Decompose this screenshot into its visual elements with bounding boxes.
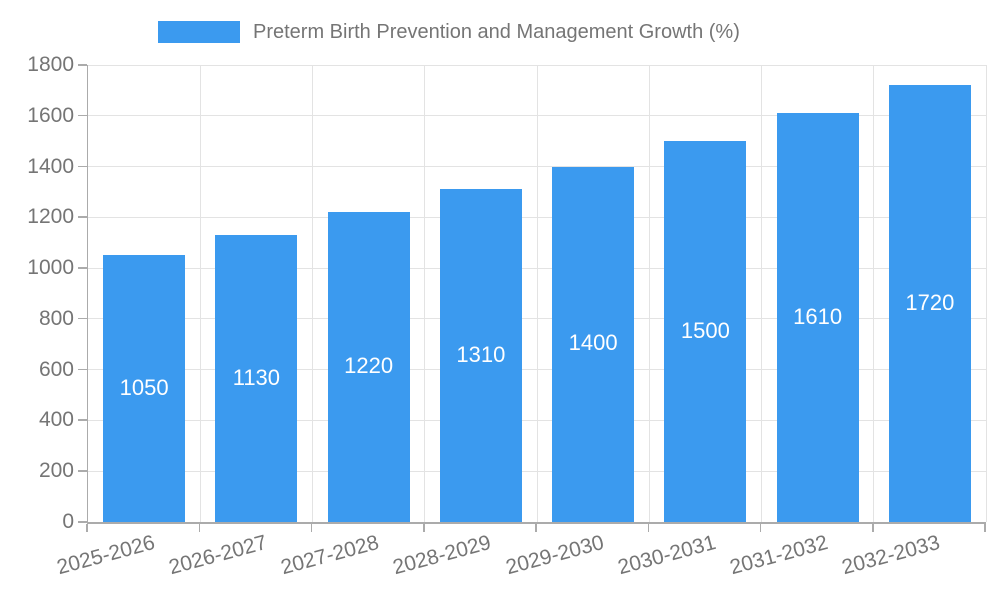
y-tick-label: 1400 bbox=[27, 154, 74, 178]
x-tick-label: 2027-2028 bbox=[278, 531, 382, 580]
x-tick-label: 2032-2033 bbox=[839, 531, 943, 580]
x-tick-label: 2029-2030 bbox=[503, 531, 607, 580]
x-axis-tick bbox=[872, 524, 874, 532]
gridline-vertical bbox=[761, 65, 762, 522]
x-axis-tick bbox=[647, 524, 649, 532]
gridline-horizontal bbox=[88, 267, 986, 269]
gridline-horizontal bbox=[88, 166, 986, 168]
gridline-horizontal bbox=[88, 64, 986, 66]
gridline-horizontal bbox=[88, 369, 986, 371]
legend-label: Preterm Birth Prevention and Management … bbox=[253, 21, 740, 43]
x-tick-label: 2030-2031 bbox=[615, 531, 719, 580]
bar bbox=[552, 166, 635, 522]
bar bbox=[215, 235, 298, 522]
y-tick-label: 1000 bbox=[27, 256, 74, 280]
gridline-vertical bbox=[312, 65, 313, 522]
y-axis-tick bbox=[78, 419, 87, 421]
gridline-horizontal bbox=[88, 318, 986, 320]
gridline-horizontal bbox=[88, 216, 986, 218]
y-tick-label: 1600 bbox=[27, 103, 74, 127]
bar bbox=[103, 255, 186, 522]
bar-value-label: 1720 bbox=[905, 289, 955, 315]
y-axis-tick bbox=[78, 470, 87, 472]
plot-area: 1050 1130 1220 1310 1400 1500 1610 1720 bbox=[87, 64, 987, 524]
y-axis-tick bbox=[78, 64, 87, 66]
y-axis-tick bbox=[78, 521, 87, 523]
y-axis-tick bbox=[78, 267, 87, 269]
gridline-vertical bbox=[424, 65, 426, 522]
y-axis-tick bbox=[78, 216, 87, 218]
bar-value-label: 1500 bbox=[680, 317, 730, 343]
x-tick-label: 2026-2027 bbox=[166, 531, 270, 580]
x-axis-tick bbox=[198, 524, 200, 532]
x-axis-tick bbox=[423, 524, 425, 532]
y-tick-label: 400 bbox=[38, 408, 74, 432]
gridline-vertical bbox=[985, 65, 987, 522]
y-axis-tick bbox=[78, 165, 87, 168]
bar bbox=[439, 189, 522, 522]
gridline-vertical bbox=[536, 65, 538, 522]
y-tick-label: 0 bbox=[62, 510, 74, 533]
y-tick-label: 800 bbox=[38, 306, 74, 330]
legend-swatch bbox=[158, 21, 240, 43]
y-axis-tick bbox=[78, 368, 87, 371]
gridline-vertical bbox=[648, 65, 650, 522]
bar bbox=[888, 85, 971, 522]
y-tick-label: 200 bbox=[38, 459, 74, 483]
x-axis-tick bbox=[535, 524, 537, 532]
bar-value-label: 1220 bbox=[344, 353, 394, 379]
gridline-vertical bbox=[199, 65, 201, 522]
gridline-horizontal bbox=[88, 115, 986, 117]
bar-value-label: 1400 bbox=[568, 330, 618, 356]
x-tick-label: 2028-2029 bbox=[390, 531, 494, 580]
x-axis-tick bbox=[759, 524, 762, 532]
x-axis-tick bbox=[86, 524, 88, 532]
bar-value-label: 1310 bbox=[456, 341, 506, 367]
y-tick-label: 1200 bbox=[27, 205, 74, 229]
bar-value-label: 1610 bbox=[793, 303, 843, 329]
gridline-horizontal bbox=[88, 470, 986, 472]
gridline-vertical bbox=[873, 65, 875, 522]
gridline-horizontal bbox=[88, 419, 986, 421]
y-axis-tick bbox=[78, 317, 87, 320]
bar bbox=[776, 113, 859, 522]
x-tick-label: 2025-2026 bbox=[54, 531, 158, 580]
chart-legend: Preterm Birth Prevention and Management … bbox=[158, 21, 740, 43]
x-tick-label: 2031-2032 bbox=[727, 531, 831, 580]
bar bbox=[327, 212, 410, 522]
bar bbox=[664, 141, 747, 522]
y-tick-label: 1800 bbox=[27, 53, 74, 76]
y-tick-label: 600 bbox=[38, 357, 74, 381]
x-axis-tick bbox=[984, 524, 986, 532]
x-axis-tick bbox=[310, 524, 313, 532]
bar-value-label: 1130 bbox=[232, 364, 281, 390]
y-axis-tick bbox=[78, 114, 87, 117]
bar-value-label: 1050 bbox=[119, 374, 169, 400]
